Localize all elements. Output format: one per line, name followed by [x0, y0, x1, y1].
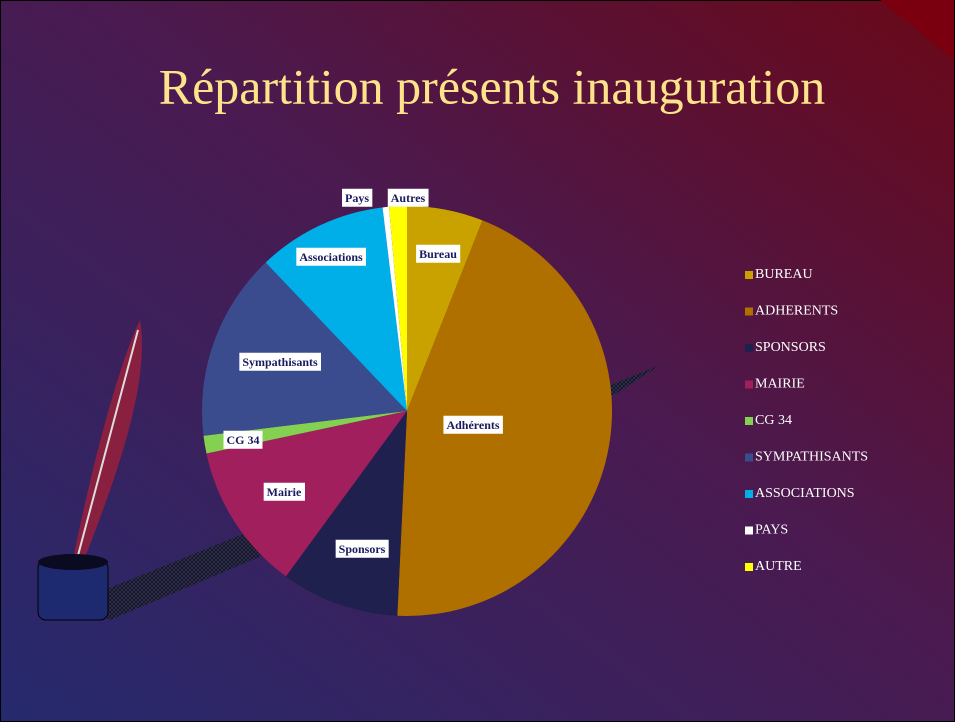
legend-label: SPONSORS: [755, 340, 826, 355]
slice-label: Bureau: [419, 247, 457, 261]
legend-swatch: [745, 454, 753, 462]
slice-label: Associations: [299, 250, 363, 264]
legend-label: PAYS: [755, 523, 788, 538]
legend-swatch: [745, 563, 753, 571]
legend-swatch: [745, 527, 753, 535]
legend-label: AUTRE: [755, 559, 802, 574]
legend-swatch: [745, 344, 753, 352]
slice-label: Sponsors: [339, 542, 386, 556]
chart-title: Répartition présents inauguration: [159, 58, 826, 114]
slice-label: Adhérents: [446, 418, 499, 432]
legend-swatch: [745, 417, 753, 425]
legend-label: BUREAU: [755, 267, 813, 282]
slice-label: CG 34: [227, 433, 260, 447]
legend-label: SYMPATHISANTS: [755, 450, 868, 465]
legend-label: ADHERENTS: [755, 304, 838, 319]
legend-label: MAIRIE: [755, 377, 805, 392]
ink-pot-top: [38, 554, 108, 570]
slide: Répartition présents inauguration Bureau…: [0, 0, 955, 722]
slice-label: Autres: [391, 191, 426, 205]
legend-swatch: [745, 271, 753, 279]
slice-label: Sympathisants: [242, 355, 318, 369]
legend-label: CG 34: [755, 413, 792, 428]
slice-label: Mairie: [267, 485, 302, 499]
legend-swatch: [745, 490, 753, 498]
legend-label: ASSOCIATIONS: [755, 486, 855, 501]
slice-label: Pays: [345, 191, 369, 205]
legend-swatch: [745, 381, 753, 389]
legend-swatch: [745, 308, 753, 316]
